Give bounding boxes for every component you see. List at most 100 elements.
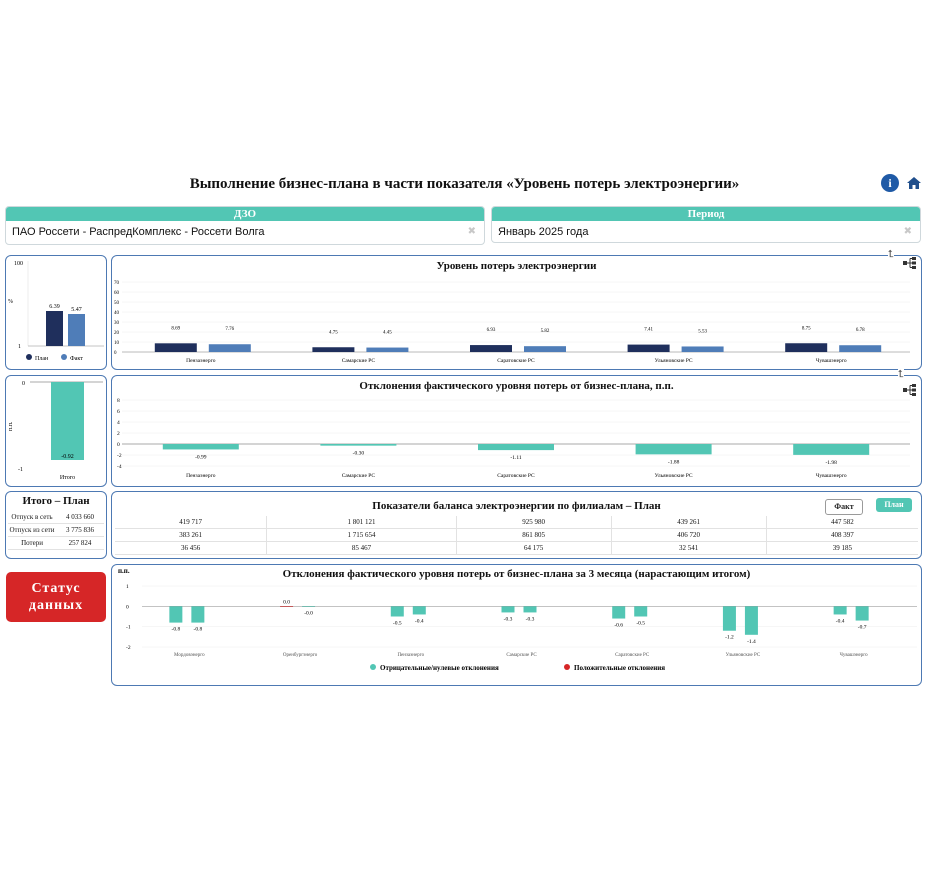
totals-table: Отпуск в сеть 4 033 660 Отпуск из сети 3 7… xyxy=(8,511,104,550)
data-label: -0.7 xyxy=(858,625,867,631)
x-tick-label: Самарские РС xyxy=(342,473,376,479)
y-tick: 1 xyxy=(18,344,21,350)
page-title: Выполнение бизнес-плана в части показате… xyxy=(0,176,929,193)
clear-icon[interactable]: ✖ xyxy=(904,226,912,237)
bar xyxy=(839,345,881,352)
x-tick-label: Оренбургэнерго xyxy=(283,653,318,658)
bar xyxy=(191,606,204,622)
table-cell: 1 715 654 xyxy=(267,529,456,542)
deviation-chart: 8 6 4 2 0 -2 -4 -0.99 Пензаэнерго -0.30 Самарские … xyxy=(112,376,921,486)
drill-up-icon[interactable]: ⮤ xyxy=(888,249,894,260)
y-tick-label: 40 xyxy=(114,311,120,316)
clear-icon[interactable]: ✖ xyxy=(468,226,476,237)
plan-button[interactable]: План xyxy=(876,498,912,512)
table-cell: 439 261 xyxy=(611,516,766,529)
data-label: 7.41 xyxy=(644,328,653,333)
x-tick-label: Саратовские РС xyxy=(497,473,535,479)
drill-up-icon[interactable]: ⮤ xyxy=(898,369,904,380)
bar xyxy=(163,444,239,449)
period-filter-value: Январь 2025 года xyxy=(498,226,588,238)
legend-marker xyxy=(564,664,570,670)
table-cell: 39 185 xyxy=(766,542,918,555)
deviation-title: Отклонения фактического уровня потерь от… xyxy=(112,380,921,392)
data-label: -0.8 xyxy=(171,627,180,633)
y-tick-label: -2 xyxy=(117,453,122,459)
data-label: -1.4 xyxy=(747,639,756,645)
cumulative-title: Отклонения фактического уровня потерь от… xyxy=(112,568,921,580)
total-plan-bar xyxy=(46,311,63,346)
bar xyxy=(628,345,670,352)
hierarchy-icon[interactable] xyxy=(902,383,918,402)
table-cell: Потери xyxy=(8,537,56,550)
y-tick-label: 1 xyxy=(126,584,129,590)
y-tick-label: -2 xyxy=(126,645,131,651)
total-deviation-panel: 0 -1 п.п. -0.92 Итого xyxy=(5,375,107,487)
legend-plan-marker xyxy=(26,354,32,360)
bar xyxy=(723,606,736,630)
y-unit: % xyxy=(8,299,13,305)
dzo-filter[interactable]: ДЗО ПАО Россети - РаспредКомплекс - Росс… xyxy=(5,206,485,245)
status-line-2: данных xyxy=(6,597,106,614)
loss-level-chart: 70 60 50 40 30 20 10 0 8.69 7.76 Пензаэнерго 4.75 4.… xyxy=(112,256,921,369)
x-tick-label: Чувашэнерго xyxy=(816,473,847,479)
y-tick-label: 20 xyxy=(114,331,120,336)
total-deviation-label: -0.92 xyxy=(61,454,74,460)
y-tick-label: 4 xyxy=(117,420,120,426)
legend-label: Отрицательные/нулевые отклонения xyxy=(380,664,499,672)
period-filter[interactable]: Период Январь 2025 года ✖ xyxy=(491,206,921,243)
bar xyxy=(320,444,396,446)
bar xyxy=(391,606,404,616)
data-label: -0.6 xyxy=(614,623,623,629)
dzo-filter-value: ПАО Россети - РаспредКомплекс - Россети … xyxy=(12,226,265,238)
cumulative-deviation-chart: п.п. 1 0 -1 -2 -0.8 -0.8 Мордовэнерго 0.0 -0.0 Оре… xyxy=(112,565,921,685)
y-tick-label: 70 xyxy=(114,281,120,286)
table-cell: 257 824 xyxy=(56,537,104,550)
table-cell: 447 582 xyxy=(766,516,918,529)
y-unit: п.п. xyxy=(8,421,14,431)
bar xyxy=(856,606,869,620)
x-tick-label: Чувашэнерго xyxy=(840,653,869,658)
data-label: -0.3 xyxy=(526,616,535,622)
bar xyxy=(312,347,354,352)
y-tick: -1 xyxy=(18,467,23,473)
bar xyxy=(682,346,724,352)
x-tick-label: Ульяновские РС xyxy=(655,473,693,479)
home-icon[interactable] xyxy=(906,175,922,191)
y-tick: 100 xyxy=(14,261,23,267)
info-icon[interactable]: i xyxy=(881,174,899,192)
x-tick-label: Мордовэнерго xyxy=(174,653,205,658)
y-tick: 0 xyxy=(22,381,25,387)
total-fact-label: 5.47 xyxy=(71,307,82,313)
bar xyxy=(302,606,315,607)
y-tick-label: 60 xyxy=(114,291,120,296)
hierarchy-icon[interactable] xyxy=(902,256,918,275)
dzo-filter-label: ДЗО xyxy=(6,207,484,221)
bar xyxy=(155,343,197,352)
bar xyxy=(366,348,408,352)
x-tick-label: Пензаэнерго xyxy=(186,473,216,479)
fact-button[interactable]: Факт xyxy=(825,499,863,515)
table-cell: 1 801 121 xyxy=(267,516,456,529)
y-tick-label: -4 xyxy=(117,464,122,470)
data-status-button[interactable]: Статус данных xyxy=(6,572,106,622)
x-tick-label: Самарские РС xyxy=(342,358,376,364)
table-cell: 419 717 xyxy=(115,516,267,529)
table-cell: 3 775 836 xyxy=(56,524,104,537)
table-row: 36 456 85 467 64 175 32 541 39 185 xyxy=(115,542,918,555)
y-tick-label: 8 xyxy=(117,398,120,404)
x-tick-label: Ульяновские РС xyxy=(655,358,693,364)
data-label: 5.82 xyxy=(541,329,550,334)
table-cell: 4 033 660 xyxy=(56,511,104,524)
data-label: -1.98 xyxy=(825,460,837,466)
x-tick-label: Саратовские РС xyxy=(615,653,650,658)
y-tick-label: 0 xyxy=(114,351,117,356)
total-fact-bar xyxy=(68,314,85,346)
table-cell: 85 467 xyxy=(267,542,456,555)
bar xyxy=(470,345,512,352)
data-label: -1.11 xyxy=(510,455,522,461)
bar xyxy=(636,444,712,454)
data-label: -0.4 xyxy=(836,618,845,624)
y-tick-label: 0 xyxy=(126,604,129,610)
x-tick-label: Пензаэнерго xyxy=(186,358,216,364)
table-row: 383 261 1 715 654 861 805 406 720 408 397 xyxy=(115,529,918,542)
